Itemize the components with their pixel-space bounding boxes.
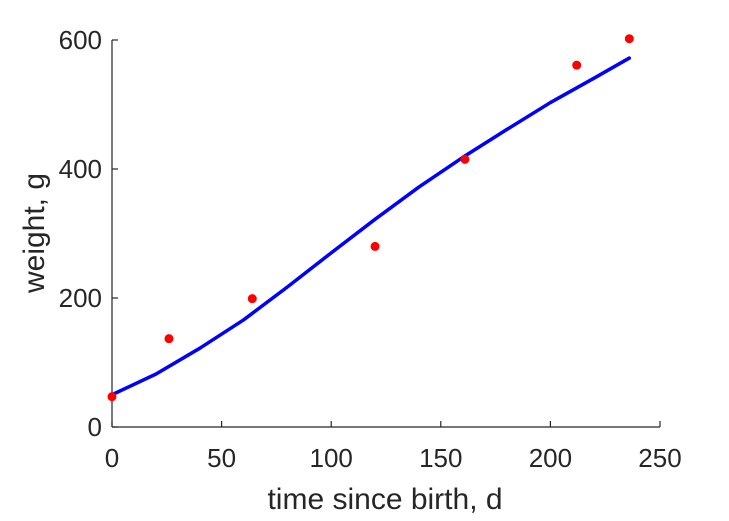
x-tick-label: 200	[529, 443, 572, 473]
y-tick-label: 600	[59, 25, 102, 55]
data-point	[107, 392, 117, 402]
data-point	[460, 154, 470, 164]
data-point	[572, 60, 582, 70]
axes: 0 50 100 150 200 250 0 200 400 600	[59, 25, 682, 473]
x-tick-label: 150	[419, 443, 462, 473]
series-layer	[107, 34, 634, 402]
fitted-curve	[110, 56, 632, 397]
x-tick-label: 100	[310, 443, 353, 473]
y-tick-label: 200	[59, 283, 102, 313]
y-axis-label: weight, g	[18, 173, 51, 294]
x-tick-label: 50	[207, 443, 236, 473]
x-axis-label: time since birth, d	[267, 483, 502, 516]
x-tick-label: 250	[638, 443, 681, 473]
data-point	[370, 241, 380, 251]
data-point	[624, 34, 634, 44]
data-point	[247, 294, 257, 304]
data-point	[164, 334, 174, 344]
y-tick-label: 400	[59, 154, 102, 184]
y-tick-label: 0	[88, 412, 102, 442]
x-tick-label: 0	[105, 443, 119, 473]
